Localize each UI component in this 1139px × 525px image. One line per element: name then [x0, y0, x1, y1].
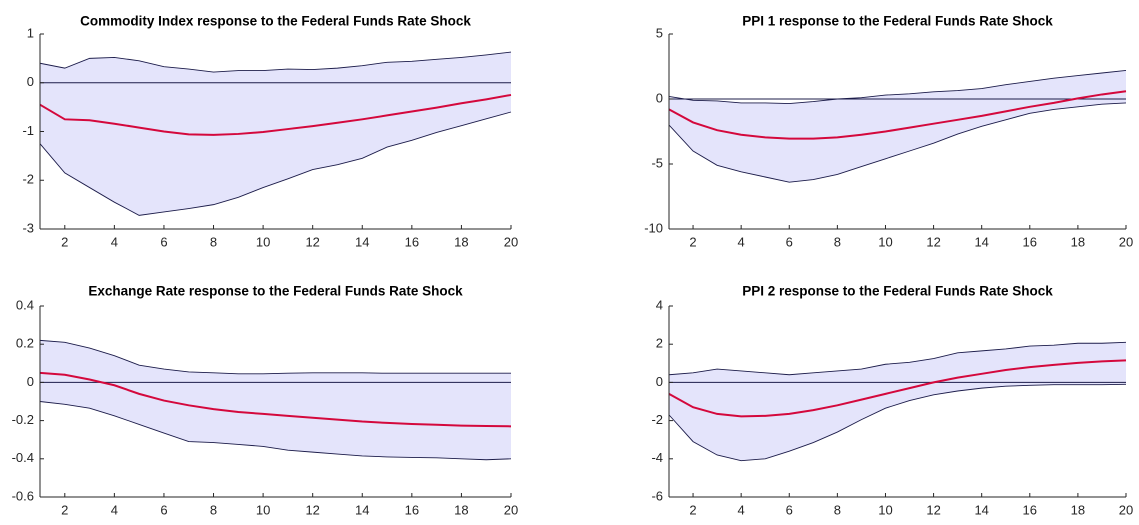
x-tick-label: 6 [786, 234, 793, 249]
y-tick-label: 4 [656, 297, 663, 312]
y-tick-label: -2 [651, 412, 663, 427]
y-tick-label: -1 [22, 123, 34, 138]
response-line [668, 359, 1127, 418]
x-tick-label: 4 [738, 502, 745, 517]
response-line [668, 90, 1127, 140]
x-tick-label: 10 [256, 234, 270, 249]
x-tick-label: 4 [111, 234, 118, 249]
response-line [39, 371, 512, 428]
x-tick-label: 10 [878, 234, 892, 249]
band-lower-edge [668, 102, 1127, 183]
x-tick-label: 16 [405, 502, 419, 517]
x-tick-label: 18 [1071, 234, 1085, 249]
band-lower-edge [39, 111, 512, 216]
x-tick-label: 12 [926, 234, 940, 249]
x-tick-label: 2 [61, 502, 68, 517]
x-tick-label: 8 [210, 502, 217, 517]
x-tick-label: 20 [504, 234, 518, 249]
x-tick-label: 12 [305, 234, 319, 249]
x-tick-label: 16 [1023, 502, 1037, 517]
response-line [39, 93, 512, 136]
band-upper-edge [39, 339, 511, 375]
subplot: -0.6 -0.4 -0.2 0 0.2 0.4 2 4 6 8 10 12 14 16 18 20 Excha… [12, 284, 519, 518]
confidence-band [669, 342, 1126, 461]
x-tick-label: 18 [454, 502, 468, 517]
x-tick-label: 8 [210, 234, 217, 249]
y-tick-label: -10 [644, 220, 663, 235]
y-tick-label: -0.2 [12, 412, 34, 427]
y-tick-label: -4 [651, 450, 663, 465]
confidence-band [40, 52, 511, 216]
y-tick-label: 0.4 [16, 297, 34, 312]
band-upper-edge [39, 51, 512, 73]
chart-title: Exchange Rate response to the Federal Fu… [88, 284, 463, 299]
chart-title: PPI 1 response to the Federal Funds Rate… [742, 14, 1053, 29]
x-tick-label: 14 [355, 234, 369, 249]
x-tick-label: 20 [504, 502, 518, 517]
x-tick-label: 18 [1071, 502, 1085, 517]
x-tick-label: 18 [454, 234, 468, 249]
x-tick-label: 10 [256, 502, 270, 517]
band-upper-edge [668, 341, 1127, 376]
x-tick-label: 14 [974, 234, 988, 249]
y-tick-label: 5 [656, 25, 663, 40]
y-tick-label: -6 [651, 488, 663, 503]
y-tick-label: -5 [651, 155, 663, 170]
x-tick-label: 12 [926, 502, 940, 517]
y-tick-label: -2 [22, 172, 34, 187]
x-tick-label: 2 [61, 234, 68, 249]
y-tick-label: 2 [656, 336, 663, 351]
x-tick-label: 20 [1119, 234, 1133, 249]
y-tick-label: 1 [27, 25, 34, 40]
y-tick-label: 0.2 [16, 336, 34, 351]
subplot: -6 -4 -2 0 2 4 2 4 6 8 10 12 14 16 18 20 PPI 2 response … [651, 284, 1133, 518]
y-tick-label: -0.6 [12, 488, 34, 503]
x-tick-label: 2 [689, 502, 696, 517]
x-tick-label: 4 [111, 502, 118, 517]
x-tick-label: 16 [405, 234, 419, 249]
chart-title: Commodity Index response to the Federal … [80, 14, 471, 29]
x-tick-label: 8 [834, 234, 841, 249]
x-tick-label: 6 [160, 502, 167, 517]
x-tick-label: 14 [974, 502, 988, 517]
x-tick-label: 8 [834, 502, 841, 517]
y-tick-label: 0 [656, 90, 663, 105]
x-tick-label: 20 [1119, 502, 1133, 517]
band-upper-edge [668, 69, 1127, 105]
y-tick-label: 0 [656, 374, 663, 389]
x-tick-label: 12 [305, 502, 319, 517]
x-tick-label: 4 [738, 234, 745, 249]
x-tick-label: 14 [355, 502, 369, 517]
band-lower-edge [668, 383, 1127, 462]
confidence-band [669, 70, 1126, 183]
y-tick-label: -3 [22, 220, 34, 235]
band-lower-edge [39, 401, 512, 461]
subplot: -10 -5 0 5 2 4 6 8 10 12 14 16 18 20 PPI 1 response to… [644, 14, 1133, 250]
x-tick-label: 2 [689, 234, 696, 249]
confidence-band [40, 340, 511, 460]
x-tick-label: 6 [786, 502, 793, 517]
x-tick-label: 6 [160, 234, 167, 249]
x-tick-label: 16 [1023, 234, 1037, 249]
chart-title: PPI 2 response to the Federal Funds Rate… [742, 284, 1053, 299]
x-tick-label: 10 [878, 502, 892, 517]
y-tick-label: 0 [27, 374, 34, 389]
y-tick-label: 0 [27, 74, 34, 89]
y-tick-label: -0.4 [12, 450, 34, 465]
